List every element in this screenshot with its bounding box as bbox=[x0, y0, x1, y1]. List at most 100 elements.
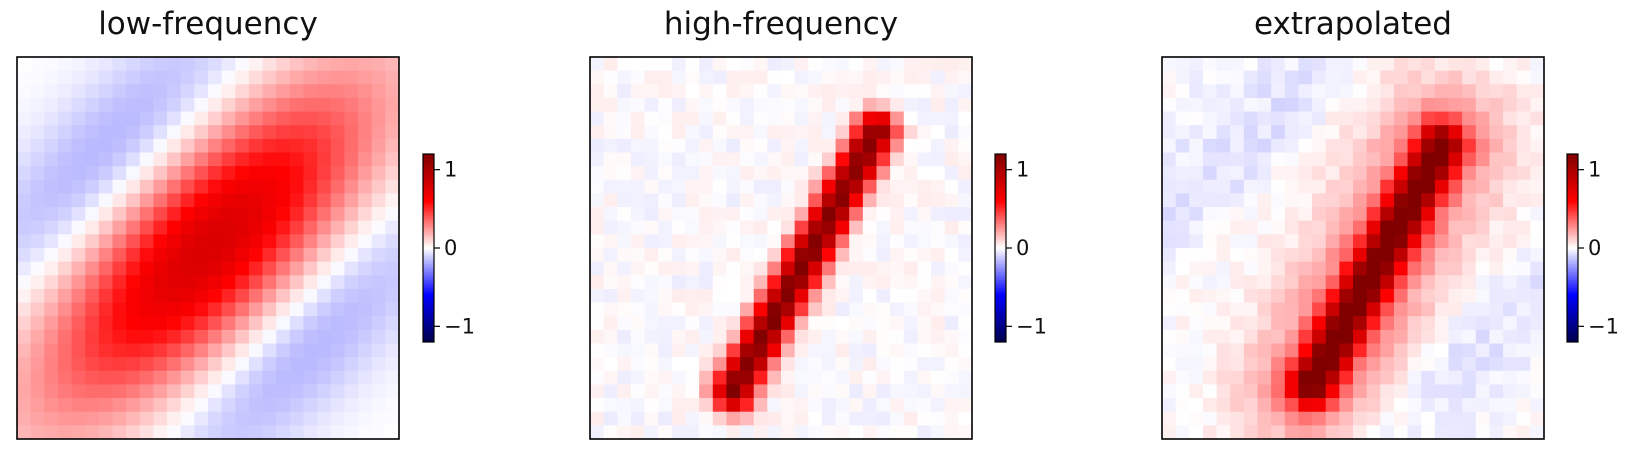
heatmap-cell bbox=[221, 425, 236, 440]
heatmap-cell bbox=[644, 57, 659, 71]
heatmap-cell bbox=[112, 288, 127, 303]
heatmap-cell bbox=[740, 248, 755, 262]
heatmap-cell bbox=[180, 411, 195, 426]
heatmap-cell bbox=[753, 411, 768, 426]
heatmap-cell bbox=[30, 411, 45, 426]
heatmap-cell bbox=[1353, 97, 1367, 112]
heatmap-cell bbox=[1298, 193, 1313, 208]
heatmap-cell bbox=[262, 425, 277, 440]
heatmap-cell bbox=[1503, 316, 1518, 331]
heatmap-cell bbox=[849, 207, 864, 222]
heatmap-cell bbox=[917, 302, 932, 317]
heatmap-cell bbox=[1189, 125, 1204, 140]
heatmap-cell bbox=[1202, 70, 1217, 85]
colorbar-segment bbox=[423, 170, 434, 173]
heatmap-cell bbox=[180, 357, 195, 372]
heatmap-cell bbox=[1448, 166, 1463, 181]
heatmap-cell bbox=[917, 111, 932, 126]
heatmap-cell bbox=[1462, 261, 1477, 276]
heatmap-cell bbox=[208, 275, 222, 290]
colorbar-segment bbox=[995, 340, 1006, 343]
heatmap-cell bbox=[712, 288, 727, 303]
heatmap-cell bbox=[890, 425, 905, 440]
heatmap-cell bbox=[289, 152, 304, 167]
heatmap-cell bbox=[1243, 220, 1258, 235]
heatmap-cell bbox=[126, 207, 141, 222]
heatmap-cell bbox=[590, 302, 604, 317]
heatmap-cell bbox=[1175, 316, 1190, 331]
heatmap-cell bbox=[849, 329, 864, 344]
heatmap-cell bbox=[1325, 138, 1340, 153]
heatmap-cell bbox=[890, 166, 905, 181]
heatmap-cell bbox=[590, 138, 604, 153]
heatmap-cell bbox=[931, 70, 946, 85]
heatmap-cell bbox=[876, 357, 891, 372]
heatmap-cell bbox=[235, 220, 250, 235]
colorbar-segment bbox=[1567, 326, 1578, 329]
heatmap-cell bbox=[1271, 425, 1286, 440]
heatmap-cell bbox=[208, 193, 222, 208]
heatmap-cell bbox=[603, 248, 618, 262]
heatmap-cell bbox=[385, 111, 400, 126]
heatmap-cell bbox=[1380, 329, 1395, 344]
heatmap-cell bbox=[712, 398, 727, 413]
heatmap-cell bbox=[944, 111, 959, 126]
heatmap-cell bbox=[330, 302, 345, 317]
heatmap-cell bbox=[808, 329, 823, 344]
colorbar-segment bbox=[995, 186, 1006, 189]
colorbar-segment bbox=[423, 252, 434, 255]
heatmap-cell bbox=[289, 288, 304, 303]
heatmap-cell bbox=[1298, 220, 1313, 235]
heatmap-cell bbox=[753, 302, 768, 317]
heatmap-cell bbox=[85, 370, 100, 385]
heatmap-cell bbox=[1216, 125, 1231, 140]
heatmap-cell bbox=[112, 384, 127, 399]
heatmap-cell bbox=[890, 316, 905, 331]
heatmap-cell bbox=[1380, 193, 1395, 208]
heatmap-cell bbox=[808, 179, 823, 194]
colorbar-segment bbox=[423, 330, 434, 333]
heatmap-cell bbox=[1353, 179, 1367, 194]
heatmap-cell bbox=[1189, 220, 1204, 235]
colorbar-segment bbox=[423, 260, 434, 263]
heatmap-cell bbox=[317, 70, 332, 85]
heatmap-cell bbox=[1393, 193, 1408, 208]
heatmap-cell bbox=[876, 288, 891, 303]
heatmap-cell bbox=[1421, 425, 1436, 440]
heatmap-cell bbox=[630, 70, 645, 85]
heatmap-cell bbox=[767, 193, 782, 208]
heatmap-cell bbox=[808, 234, 823, 249]
heatmap-cell bbox=[235, 97, 250, 112]
heatmap-cell bbox=[317, 193, 332, 208]
heatmap-cell bbox=[235, 425, 250, 440]
heatmap-cell bbox=[944, 248, 959, 262]
colorbar-segment bbox=[1567, 216, 1578, 219]
heatmap-cell bbox=[344, 398, 359, 413]
heatmap-cell bbox=[603, 166, 618, 181]
heatmap-panel-1 bbox=[590, 57, 973, 440]
heatmap-cell bbox=[317, 248, 332, 262]
heatmap-cell bbox=[1175, 57, 1190, 71]
heatmap-cell bbox=[808, 152, 823, 167]
heatmap-cell bbox=[126, 152, 141, 167]
heatmap-cell bbox=[1380, 179, 1395, 194]
heatmap-cell bbox=[1393, 316, 1408, 331]
heatmap-cell bbox=[1503, 97, 1518, 112]
colorbar-segment bbox=[1567, 320, 1578, 323]
heatmap-cell bbox=[1298, 57, 1313, 71]
heatmap-cell bbox=[1434, 152, 1449, 167]
heatmap-cell bbox=[303, 84, 318, 99]
heatmap-cell bbox=[1448, 398, 1463, 413]
heatmap-cell bbox=[630, 425, 645, 440]
heatmap-cell bbox=[126, 248, 141, 262]
heatmap-cell bbox=[358, 248, 373, 262]
heatmap-cell bbox=[235, 261, 250, 276]
heatmap-cell bbox=[330, 384, 345, 399]
colorbar-segment bbox=[995, 250, 1006, 253]
heatmap-cell bbox=[17, 166, 31, 181]
heatmap-cell bbox=[958, 111, 973, 126]
heatmap-cell bbox=[1475, 384, 1490, 399]
heatmap-cell bbox=[849, 70, 864, 85]
heatmap-cell bbox=[317, 57, 332, 71]
